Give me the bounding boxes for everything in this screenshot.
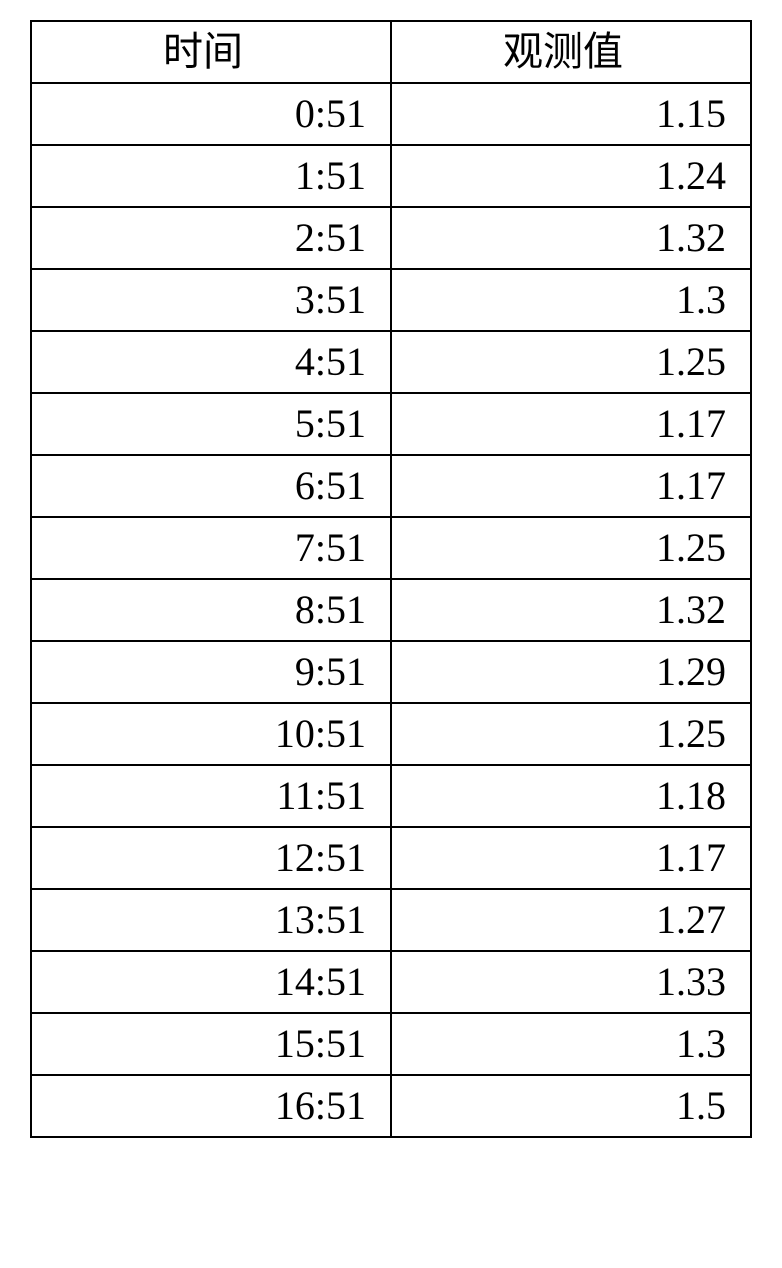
table-row: 9:51 1.29 — [31, 641, 751, 703]
table-row: 5:51 1.17 — [31, 393, 751, 455]
data-table: 时间 观测值 0:51 1.15 1:51 1.24 2:51 1.32 3:5… — [30, 20, 752, 1138]
table-row: 2:51 1.32 — [31, 207, 751, 269]
cell-value: 1.3 — [391, 1013, 751, 1075]
table-row: 1:51 1.24 — [31, 145, 751, 207]
cell-value: 1.17 — [391, 393, 751, 455]
table-row: 4:51 1.25 — [31, 331, 751, 393]
cell-value: 1.17 — [391, 455, 751, 517]
cell-time: 4:51 — [31, 331, 391, 393]
cell-time: 10:51 — [31, 703, 391, 765]
table-row: 6:51 1.17 — [31, 455, 751, 517]
cell-time: 12:51 — [31, 827, 391, 889]
cell-value: 1.18 — [391, 765, 751, 827]
cell-value: 1.25 — [391, 703, 751, 765]
table-body: 0:51 1.15 1:51 1.24 2:51 1.32 3:51 1.3 4… — [31, 83, 751, 1137]
table-row: 13:51 1.27 — [31, 889, 751, 951]
table-header-row: 时间 观测值 — [31, 21, 751, 83]
cell-value: 1.32 — [391, 579, 751, 641]
table-row: 7:51 1.25 — [31, 517, 751, 579]
table-row: 3:51 1.3 — [31, 269, 751, 331]
cell-time: 1:51 — [31, 145, 391, 207]
cell-value: 1.5 — [391, 1075, 751, 1137]
cell-time: 8:51 — [31, 579, 391, 641]
table-row: 12:51 1.17 — [31, 827, 751, 889]
cell-time: 7:51 — [31, 517, 391, 579]
table-row: 15:51 1.3 — [31, 1013, 751, 1075]
cell-value: 1.3 — [391, 269, 751, 331]
cell-value: 1.24 — [391, 145, 751, 207]
data-table-container: 时间 观测值 0:51 1.15 1:51 1.24 2:51 1.32 3:5… — [0, 0, 782, 1158]
table-row: 14:51 1.33 — [31, 951, 751, 1013]
table-row: 10:51 1.25 — [31, 703, 751, 765]
cell-time: 3:51 — [31, 269, 391, 331]
cell-value: 1.32 — [391, 207, 751, 269]
col-header-time: 时间 — [31, 21, 391, 83]
table-row: 0:51 1.15 — [31, 83, 751, 145]
cell-time: 9:51 — [31, 641, 391, 703]
cell-value: 1.29 — [391, 641, 751, 703]
col-header-value: 观测值 — [391, 21, 751, 83]
cell-value: 1.33 — [391, 951, 751, 1013]
cell-time: 16:51 — [31, 1075, 391, 1137]
cell-time: 0:51 — [31, 83, 391, 145]
cell-time: 5:51 — [31, 393, 391, 455]
cell-value: 1.17 — [391, 827, 751, 889]
table-row: 16:51 1.5 — [31, 1075, 751, 1137]
table-row: 8:51 1.32 — [31, 579, 751, 641]
cell-time: 15:51 — [31, 1013, 391, 1075]
cell-time: 13:51 — [31, 889, 391, 951]
cell-value: 1.25 — [391, 517, 751, 579]
cell-value: 1.15 — [391, 83, 751, 145]
cell-time: 2:51 — [31, 207, 391, 269]
cell-value: 1.27 — [391, 889, 751, 951]
cell-time: 6:51 — [31, 455, 391, 517]
table-row: 11:51 1.18 — [31, 765, 751, 827]
cell-time: 11:51 — [31, 765, 391, 827]
cell-value: 1.25 — [391, 331, 751, 393]
cell-time: 14:51 — [31, 951, 391, 1013]
